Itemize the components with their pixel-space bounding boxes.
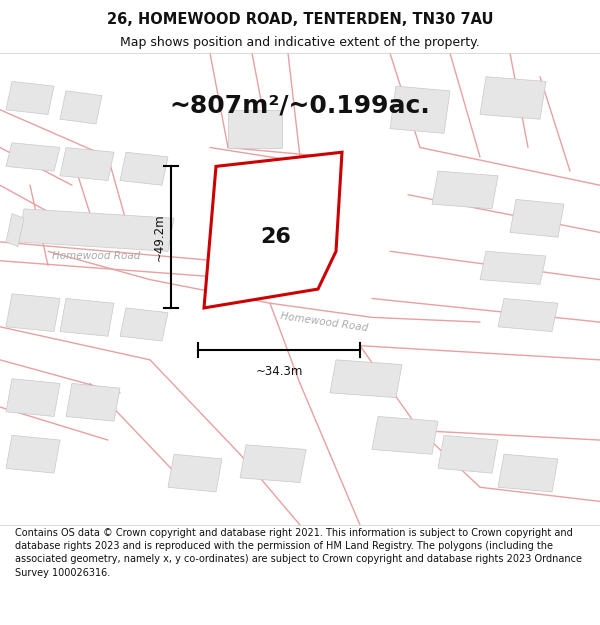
Polygon shape <box>66 383 120 421</box>
Polygon shape <box>6 436 60 473</box>
Text: ~807m²/~0.199ac.: ~807m²/~0.199ac. <box>170 93 430 117</box>
Polygon shape <box>60 91 102 124</box>
Polygon shape <box>60 148 114 181</box>
Polygon shape <box>120 152 168 185</box>
Polygon shape <box>228 110 282 148</box>
Text: ~34.3m: ~34.3m <box>256 364 302 378</box>
Polygon shape <box>168 454 222 492</box>
Text: ~49.2m: ~49.2m <box>152 213 166 261</box>
Polygon shape <box>6 142 60 171</box>
Polygon shape <box>120 308 168 341</box>
Polygon shape <box>372 416 438 454</box>
Polygon shape <box>6 81 54 114</box>
Text: Homewood Road: Homewood Road <box>280 311 368 333</box>
Polygon shape <box>60 299 114 336</box>
Polygon shape <box>18 209 174 251</box>
Polygon shape <box>432 171 498 209</box>
Polygon shape <box>480 77 546 119</box>
Polygon shape <box>6 214 24 247</box>
Polygon shape <box>498 299 558 331</box>
Polygon shape <box>480 251 546 284</box>
Polygon shape <box>438 436 498 473</box>
Text: 26, HOMEWOOD ROAD, TENTERDEN, TN30 7AU: 26, HOMEWOOD ROAD, TENTERDEN, TN30 7AU <box>107 12 493 27</box>
Polygon shape <box>240 445 306 483</box>
Polygon shape <box>498 454 558 492</box>
Polygon shape <box>6 379 60 416</box>
Text: Homewood Road: Homewood Road <box>52 251 140 261</box>
Polygon shape <box>390 86 450 133</box>
Polygon shape <box>330 360 402 398</box>
Text: Map shows position and indicative extent of the property.: Map shows position and indicative extent… <box>120 36 480 49</box>
Polygon shape <box>204 152 342 308</box>
Text: Contains OS data © Crown copyright and database right 2021. This information is : Contains OS data © Crown copyright and d… <box>15 528 582 578</box>
Text: 26: 26 <box>260 227 292 247</box>
Polygon shape <box>6 294 60 331</box>
Polygon shape <box>510 199 564 237</box>
